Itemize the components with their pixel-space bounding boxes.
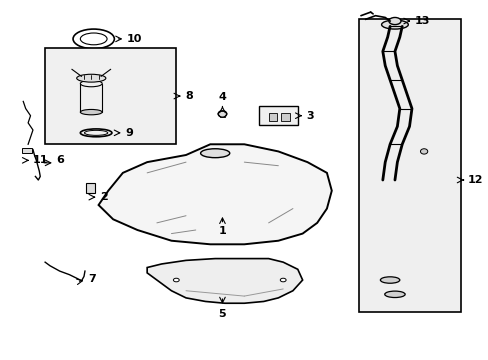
Ellipse shape bbox=[380, 277, 399, 283]
Text: 10: 10 bbox=[126, 34, 142, 44]
Text: 3: 3 bbox=[306, 111, 313, 121]
Text: 6: 6 bbox=[56, 156, 63, 165]
Text: 4: 4 bbox=[218, 92, 226, 102]
Ellipse shape bbox=[420, 149, 427, 154]
Ellipse shape bbox=[280, 278, 285, 282]
Text: 5: 5 bbox=[218, 309, 226, 319]
Ellipse shape bbox=[388, 18, 400, 24]
Ellipse shape bbox=[384, 291, 405, 297]
Text: 7: 7 bbox=[88, 274, 96, 284]
Bar bbox=[45, 48, 176, 144]
Polygon shape bbox=[147, 258, 302, 303]
Bar bbox=[268, 113, 277, 121]
Text: 13: 13 bbox=[413, 16, 429, 26]
Polygon shape bbox=[99, 144, 331, 244]
Bar bbox=[86, 183, 95, 193]
Text: 11: 11 bbox=[33, 156, 48, 165]
Bar bbox=[22, 148, 32, 153]
Text: 8: 8 bbox=[184, 91, 192, 101]
Text: 2: 2 bbox=[100, 192, 107, 202]
Bar bbox=[358, 19, 460, 312]
Text: 12: 12 bbox=[467, 175, 482, 185]
Ellipse shape bbox=[173, 278, 179, 282]
Ellipse shape bbox=[200, 149, 229, 158]
Ellipse shape bbox=[77, 74, 105, 82]
Ellipse shape bbox=[218, 111, 226, 117]
Ellipse shape bbox=[80, 109, 102, 115]
Bar bbox=[258, 106, 297, 125]
Ellipse shape bbox=[381, 20, 407, 29]
Text: 1: 1 bbox=[218, 226, 226, 237]
Text: 9: 9 bbox=[125, 128, 133, 138]
Bar bbox=[280, 113, 289, 121]
